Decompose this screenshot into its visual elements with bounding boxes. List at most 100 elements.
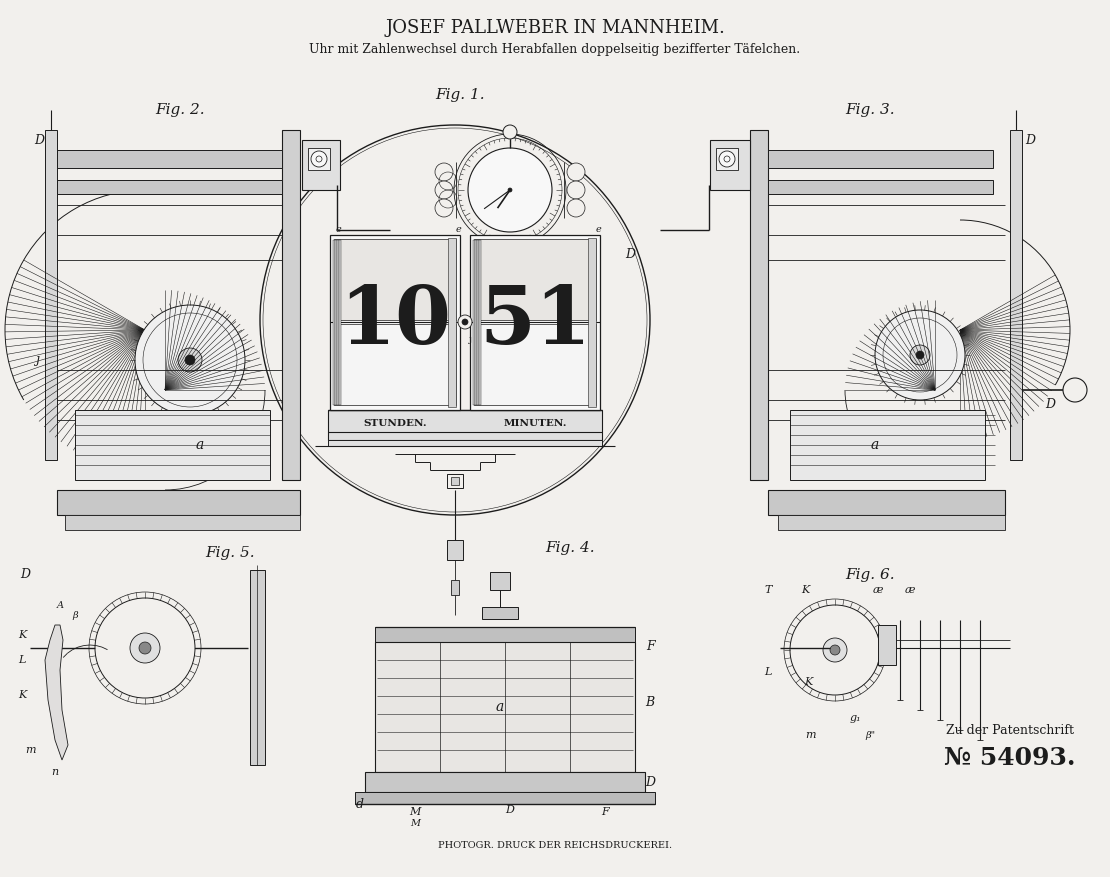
Bar (302, 140, 340, 190)
Circle shape (260, 125, 650, 515)
Bar (448, 238, 456, 407)
Text: K: K (801, 585, 809, 595)
Text: ȷ: ȷ (36, 353, 39, 367)
Circle shape (719, 151, 735, 167)
Text: Fig. 1.: Fig. 1. (435, 88, 485, 102)
Text: m: m (24, 745, 36, 755)
Bar (57, 150, 282, 168)
Text: d: d (356, 797, 364, 810)
Bar (375, 642, 635, 772)
Circle shape (910, 345, 930, 365)
Circle shape (567, 163, 585, 181)
Circle shape (790, 605, 880, 695)
Circle shape (95, 598, 195, 698)
Bar (790, 410, 985, 480)
Text: PHOTOGR. DRUCK DER REICHSDRUCKEREI.: PHOTOGR. DRUCK DER REICHSDRUCKEREI. (438, 840, 672, 850)
Text: B: B (645, 695, 655, 709)
Circle shape (830, 645, 840, 655)
Circle shape (875, 310, 965, 400)
Bar (768, 150, 993, 168)
Text: β: β (72, 610, 78, 619)
Text: æ: æ (905, 585, 916, 595)
Bar (474, 239, 596, 320)
Text: M: M (410, 807, 421, 817)
Circle shape (139, 642, 151, 654)
Text: Α: Α (57, 602, 63, 610)
Text: β": β" (865, 731, 875, 739)
Bar (482, 607, 518, 619)
Text: Uhr mit Zahlenwechsel durch Herabfallen doppelseitig bezifferter Täfelchen.: Uhr mit Zahlenwechsel durch Herabfallen … (310, 44, 800, 56)
Bar (878, 625, 896, 665)
Circle shape (135, 305, 245, 415)
Text: a: a (871, 438, 879, 452)
Text: D: D (505, 805, 514, 815)
Text: ȷ: ȷ (468, 336, 472, 345)
Bar (716, 148, 738, 170)
Bar (65, 515, 300, 530)
Circle shape (462, 319, 468, 325)
Bar (355, 792, 655, 804)
Circle shape (567, 181, 585, 199)
Text: T: T (765, 585, 771, 595)
Bar (778, 515, 1005, 530)
Circle shape (823, 638, 847, 662)
Text: K: K (18, 690, 27, 700)
Text: Zu der Patentschrift: Zu der Patentschrift (946, 724, 1074, 737)
Bar (327, 440, 602, 446)
Bar (768, 180, 993, 194)
Text: 51: 51 (480, 283, 591, 361)
Bar (447, 474, 463, 488)
Text: D: D (20, 568, 30, 581)
Bar (46, 130, 57, 460)
Text: F: F (646, 640, 654, 653)
Text: D: D (645, 775, 655, 788)
Text: a: a (195, 438, 204, 452)
Circle shape (311, 151, 327, 167)
Bar (1010, 130, 1022, 460)
Text: 10: 10 (339, 283, 451, 361)
Circle shape (435, 181, 453, 199)
Text: g₁: g₁ (849, 713, 861, 723)
Bar (334, 324, 456, 405)
Bar (75, 410, 270, 480)
Text: D: D (1045, 398, 1054, 411)
Circle shape (916, 351, 924, 359)
Text: JOSEF PALLWEBER IN MANNHEIM.: JOSEF PALLWEBER IN MANNHEIM. (385, 19, 725, 37)
Text: Fig. 2.: Fig. 2. (155, 103, 204, 117)
Circle shape (1063, 378, 1087, 402)
Text: L: L (18, 655, 26, 665)
Bar (588, 238, 596, 407)
Bar (473, 240, 475, 405)
Bar (339, 240, 341, 405)
Text: D: D (34, 133, 44, 146)
Text: K: K (804, 677, 813, 687)
Bar (337, 240, 339, 405)
Polygon shape (46, 625, 68, 760)
Circle shape (503, 125, 517, 139)
Text: Fig. 4.: Fig. 4. (545, 541, 595, 555)
Circle shape (458, 315, 472, 329)
Bar (451, 477, 460, 485)
Bar (282, 130, 300, 480)
Text: D: D (625, 248, 635, 261)
Circle shape (185, 355, 195, 365)
Bar (307, 148, 330, 170)
Circle shape (178, 348, 202, 372)
Text: Fig. 5.: Fig. 5. (205, 546, 254, 560)
Bar (475, 240, 477, 405)
Bar (365, 772, 645, 792)
Circle shape (567, 199, 585, 217)
Text: e: e (335, 225, 341, 233)
Text: n: n (51, 767, 59, 777)
Bar (327, 410, 602, 440)
Bar (330, 235, 460, 410)
Bar (470, 235, 601, 410)
Bar (480, 240, 481, 405)
Circle shape (130, 633, 160, 663)
Text: № 54093.: № 54093. (945, 746, 1076, 770)
Bar (750, 130, 768, 480)
Bar (250, 570, 265, 765)
Text: e: e (455, 225, 461, 233)
Text: MINUTEN.: MINUTEN. (503, 418, 567, 427)
Bar (768, 490, 1005, 515)
